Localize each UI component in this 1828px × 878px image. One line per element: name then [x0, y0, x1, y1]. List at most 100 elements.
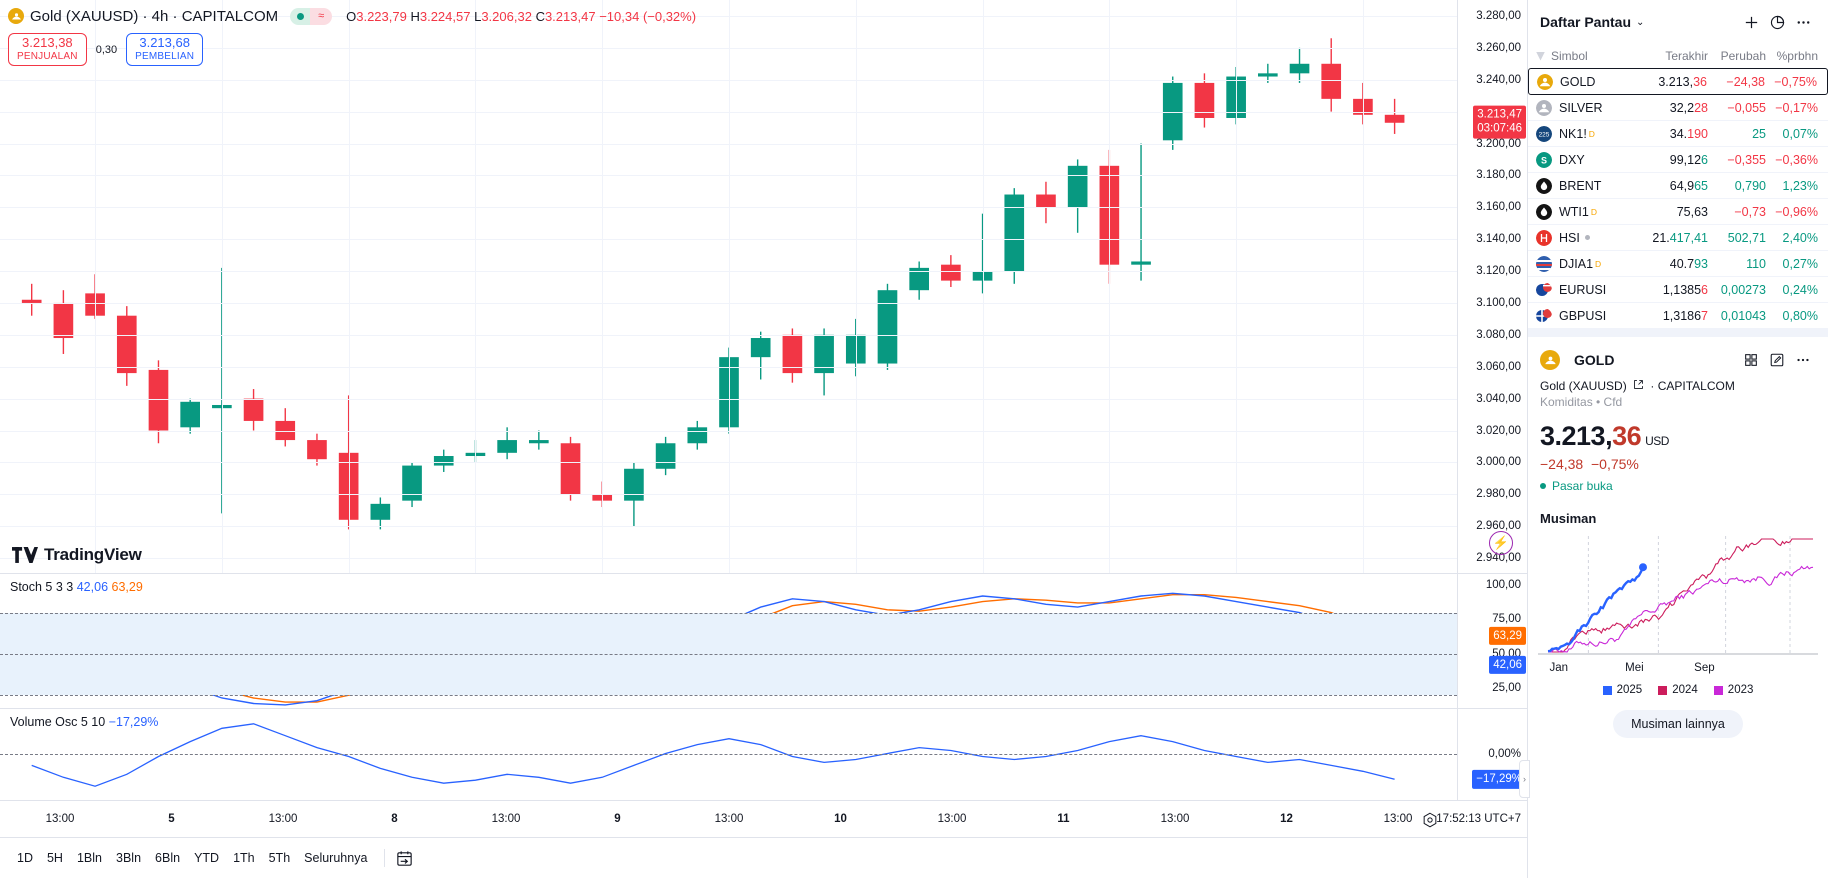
external-link-icon[interactable]: [1633, 379, 1644, 393]
candle-body: [1384, 114, 1405, 123]
watchlist-row-wti1[interactable]: WTI1 D 75,63 −0,73 −0,96%: [1528, 199, 1828, 225]
volume-osc-name: Volume Osc 5 10: [10, 715, 106, 729]
current-price-badge[interactable]: 3.213,47 03:07:46: [1473, 105, 1526, 139]
timeframe-1th[interactable]: 1Th: [233, 851, 255, 865]
price-axis[interactable]: 3.280,003.260,003.240,003.220,003.200,00…: [1457, 0, 1527, 573]
gridline-v: [602, 0, 604, 573]
candle-body: [1289, 63, 1310, 74]
price-tick: 3.120,00: [1476, 265, 1521, 278]
gridline-v: [855, 0, 857, 573]
gridline: [0, 239, 1457, 241]
watchlist-symbol-cell: EURUSI: [1536, 282, 1646, 298]
chart-settings-icon[interactable]: [1421, 811, 1439, 829]
stoch-pane[interactable]: Stoch 5 3 3 42,06 63,29 100,00 75,00 50,00…: [0, 574, 1527, 709]
watchlist-row-hsi[interactable]: HSI 21.417,41 502,71 2,40%: [1528, 225, 1828, 251]
details-change: −24,38: [1540, 456, 1584, 472]
stoch-d-value: 63,29: [111, 580, 143, 594]
watchlist-row-dxy[interactable]: S DXY 99,126 −0,355 −0,36%: [1528, 147, 1828, 173]
watchlist-change: 110: [1746, 256, 1766, 271]
sell-button[interactable]: 3.213,38 PENJUALAN: [8, 33, 87, 67]
candle-body: [1067, 165, 1088, 208]
pie-chart-icon[interactable]: [1764, 9, 1790, 35]
details-description[interactable]: Gold (XAUUSD): [1540, 379, 1627, 393]
column-last[interactable]: Terakhir: [1665, 49, 1708, 63]
timeframe-5th[interactable]: 5Th: [268, 851, 291, 865]
gold-icon: [8, 8, 24, 24]
watchlist-row-eurusi[interactable]: EURUSI 1,13856 0,00273 0,24%: [1528, 277, 1828, 303]
gridline: [0, 175, 1457, 177]
time-tick: 13:00: [714, 813, 744, 825]
more-seasonality-button[interactable]: Musiman lainnya: [1613, 710, 1743, 738]
market-status: Pasar buka: [1528, 472, 1828, 493]
watchlist-row-djia1[interactable]: DJIA1 D 40.793 110 0,27%: [1528, 251, 1828, 277]
seasonality-legend-item[interactable]: 2025: [1602, 684, 1642, 696]
go-to-date-icon[interactable]: [395, 849, 414, 868]
watchlist-row-silver[interactable]: SILVER 32,228 −0,055 −0,17%: [1528, 95, 1828, 121]
status-dot: [1584, 235, 1590, 240]
column-change-percent[interactable]: %prbhn: [1776, 49, 1818, 63]
seasonality-x-axis: Jan Mei Sep: [1528, 656, 1828, 676]
stoch-title[interactable]: Stoch 5 3 3 42,06 63,29: [10, 580, 143, 594]
watchlist-row-nk1[interactable]: 225 NK1! D 34.190 25 0,07%: [1528, 121, 1828, 147]
chevron-down-icon[interactable]: ⌄: [1636, 16, 1645, 28]
timeframe-6bln[interactable]: 6Bln: [155, 851, 181, 865]
sell-price: 3.213,38: [22, 35, 73, 50]
stoch-axis[interactable]: 100,00 75,00 50,00 25,00 63,29 42,06: [1457, 574, 1527, 708]
timeframe-ytd[interactable]: YTD: [194, 851, 220, 865]
timeframe-5h[interactable]: 5H: [46, 851, 63, 865]
watchlist-change-percent: 0,24%: [1782, 282, 1818, 297]
time-tick: 13:00: [1160, 813, 1190, 825]
page-title[interactable]: Gold (XAUUSD) · 4h · CAPITALCOM: [30, 7, 279, 25]
timeframe-3bln[interactable]: 3Bln: [116, 851, 142, 865]
volume-osc-axis[interactable]: 0,00% −17,29%: [1457, 709, 1527, 800]
candle-body: [624, 468, 644, 501]
candle-body: [814, 334, 834, 374]
timeframe-1bln[interactable]: 1Bln: [76, 851, 102, 865]
collapse-panel-handle[interactable]: ›: [1519, 760, 1530, 798]
plus-icon[interactable]: [1738, 9, 1764, 35]
vol-badge[interactable]: −17,29%: [1472, 769, 1526, 789]
watchlist-row-gold[interactable]: GOLD 3.213,36 −24,38 −0,75%: [1528, 68, 1828, 95]
watchlist-change-percent: −0,96%: [1775, 204, 1818, 219]
seasonality-legend-item[interactable]: 2024: [1658, 684, 1698, 696]
column-symbol[interactable]: Simbol: [1536, 49, 1646, 63]
seasonality-legend-item[interactable]: 2023: [1713, 684, 1753, 696]
stoch-d-badge[interactable]: 63,29: [1489, 626, 1526, 645]
gridline: [0, 47, 1457, 49]
details-header: GOLD: [1528, 337, 1828, 379]
volume-osc-title[interactable]: Volume Osc 5 10 −17,29%: [10, 715, 158, 729]
buy-button[interactable]: 3.213,68 PEMBELIAN: [126, 33, 204, 67]
candlestick-plot[interactable]: [0, 0, 1457, 573]
watchlist-symbol-cell: WTI1 D: [1536, 203, 1646, 220]
price-pane[interactable]: ⚡ TradingView 3.280,00 3.260,00 3.240,00 3.…: [0, 0, 1527, 574]
price-tick: 3.200,00: [1476, 137, 1521, 150]
volume-osc-pane[interactable]: Volume Osc 5 10 −17,29% 0,00% −17,29%: [0, 709, 1527, 801]
timeframe-seluruhnya[interactable]: Seluruhnya: [304, 851, 368, 865]
lightning-icon[interactable]: ⚡: [1489, 531, 1513, 555]
stoch-plot[interactable]: [0, 574, 1457, 708]
watchlist-row-gbpusi[interactable]: GBPUSI 1,31867 0,01043 0,80%: [1528, 303, 1828, 329]
stoch-level-line: [0, 653, 1457, 655]
time-tick: 13:00: [1383, 813, 1413, 825]
watchlist-last-price: 32,228: [1669, 100, 1708, 115]
more-options-icon[interactable]: [1790, 347, 1816, 373]
seasonality-chart[interactable]: [1538, 536, 1818, 656]
timeframe-1d[interactable]: 1D: [17, 851, 33, 865]
stoch-tick: 100,00: [1485, 579, 1521, 592]
sort-icon[interactable]: [1536, 51, 1545, 61]
watchlist-change: 0,790: [1734, 178, 1766, 193]
candle-body: [243, 398, 264, 421]
watchlist-title[interactable]: Daftar Pantau: [1540, 14, 1632, 30]
watchlist-symbol-cell: GOLD: [1537, 73, 1645, 90]
watchlist-symbol-cell: GBPUSI: [1536, 308, 1646, 324]
stoch-k-badge[interactable]: 42,06: [1489, 655, 1526, 675]
watchlist-row-brent[interactable]: BRENT 64,965 0,790 1,23%: [1528, 173, 1828, 199]
time-axis[interactable]: 17:52:13 UTC+7 13:00 5 13:00 8 13:00 9 13:00 10…: [0, 804, 1527, 838]
market-status-dot: [1540, 483, 1546, 489]
layouts-icon[interactable]: [1738, 347, 1764, 373]
volume-osc-plot[interactable]: [0, 709, 1457, 800]
column-change[interactable]: Perubah: [1720, 49, 1766, 63]
more-options-icon[interactable]: [1790, 9, 1816, 35]
buy-price: 3.213,68: [139, 35, 190, 50]
edit-icon[interactable]: [1764, 347, 1790, 373]
